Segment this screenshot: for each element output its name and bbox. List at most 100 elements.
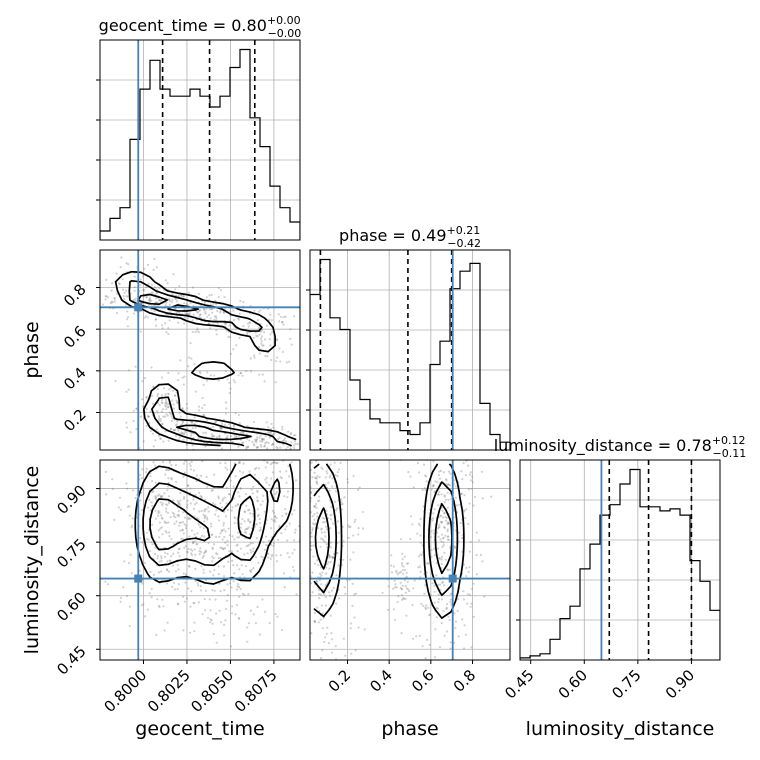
sample-point <box>446 451 448 453</box>
sample-point <box>302 653 304 655</box>
sample-point <box>158 429 160 431</box>
sample-point <box>211 435 214 438</box>
sample-point <box>174 428 177 432</box>
x-tick-label-phase-3: 0.8 <box>450 666 480 696</box>
sample-point <box>275 446 278 449</box>
sample-point <box>436 607 439 610</box>
sample-point <box>202 413 206 416</box>
sample-point <box>217 515 220 518</box>
sample-point <box>319 618 322 621</box>
sample-point <box>441 509 444 512</box>
sample-point <box>239 372 242 375</box>
sample-point <box>213 374 216 377</box>
sample-point <box>454 620 458 623</box>
sample-point <box>166 511 170 514</box>
sample-point <box>212 574 215 577</box>
sample-point <box>343 436 345 438</box>
sample-point <box>301 534 303 536</box>
sample-point <box>438 452 440 454</box>
sample-point <box>426 638 429 642</box>
sample-point <box>292 569 296 572</box>
y-tick-label-phase-2: 0.6 <box>60 322 90 352</box>
sample-point <box>156 557 159 560</box>
sample-point <box>157 571 161 574</box>
sample-point <box>304 514 306 516</box>
sample-point <box>258 352 261 355</box>
sample-point <box>145 471 148 474</box>
sample-point <box>289 337 292 340</box>
sample-point <box>263 510 266 513</box>
sample-point <box>242 462 245 465</box>
sample-point <box>282 470 284 472</box>
sample-point <box>236 503 239 507</box>
sample-point <box>399 586 402 589</box>
sample-point <box>160 570 163 573</box>
sample-point <box>148 298 151 301</box>
sample-point <box>181 376 184 379</box>
sample-point <box>420 379 422 381</box>
sample-point <box>184 581 187 584</box>
sample-point <box>316 515 319 518</box>
sample-point <box>185 527 188 530</box>
sample-point <box>298 522 300 524</box>
sample-point <box>187 365 190 368</box>
sample-point <box>227 335 230 338</box>
sample-point <box>162 440 165 443</box>
sample-point <box>463 624 466 627</box>
sample-point <box>332 556 335 559</box>
sample-point <box>330 589 334 592</box>
sample-point <box>261 598 264 601</box>
sample-point <box>212 302 215 305</box>
sample-point <box>352 534 355 537</box>
sample-point <box>158 493 161 496</box>
sample-point <box>437 527 440 530</box>
sample-point <box>196 582 199 585</box>
sample-point <box>198 316 201 319</box>
sample-point <box>340 500 343 503</box>
sample-point <box>473 396 475 398</box>
sample-point <box>289 433 292 436</box>
sample-point <box>215 641 218 644</box>
sample-point <box>316 684 318 686</box>
sample-point <box>222 311 225 314</box>
sample-point <box>456 598 460 601</box>
sample-point <box>252 443 255 446</box>
sample-point <box>150 299 153 302</box>
sample-point <box>150 419 152 421</box>
sample-point <box>175 520 178 523</box>
scatter-panel-geocent_time_phase <box>99 249 301 451</box>
sample-point <box>475 573 478 576</box>
sample-point <box>440 540 443 543</box>
sample-point <box>320 583 323 586</box>
sample-point <box>227 493 231 496</box>
sample-point <box>204 498 207 501</box>
sample-point <box>287 375 289 377</box>
sample-point <box>241 441 244 444</box>
sample-point <box>253 309 256 312</box>
sample-point <box>321 571 324 574</box>
sample-point <box>219 427 222 431</box>
sample-point <box>263 438 266 441</box>
sample-point <box>290 461 293 464</box>
sample-point <box>402 597 405 600</box>
axes-frame <box>99 459 301 661</box>
sample-point <box>395 586 398 589</box>
sample-point <box>204 457 206 459</box>
sample-point <box>230 612 234 615</box>
sample-point <box>437 583 440 586</box>
sample-point <box>435 616 438 619</box>
sample-point <box>289 447 292 450</box>
sample-point <box>161 422 164 426</box>
sample-point <box>313 518 316 521</box>
scatter-panel-phase_luminosity_distance <box>282 375 511 686</box>
sample-point <box>104 298 107 301</box>
sample-point <box>160 324 164 327</box>
sample-point <box>172 581 176 584</box>
sample-point <box>163 415 166 418</box>
sample-point <box>443 494 446 497</box>
sample-point <box>176 401 179 404</box>
sample-point <box>166 489 169 492</box>
sample-point <box>399 581 402 584</box>
sample-point <box>190 421 193 424</box>
sample-point <box>274 493 277 496</box>
